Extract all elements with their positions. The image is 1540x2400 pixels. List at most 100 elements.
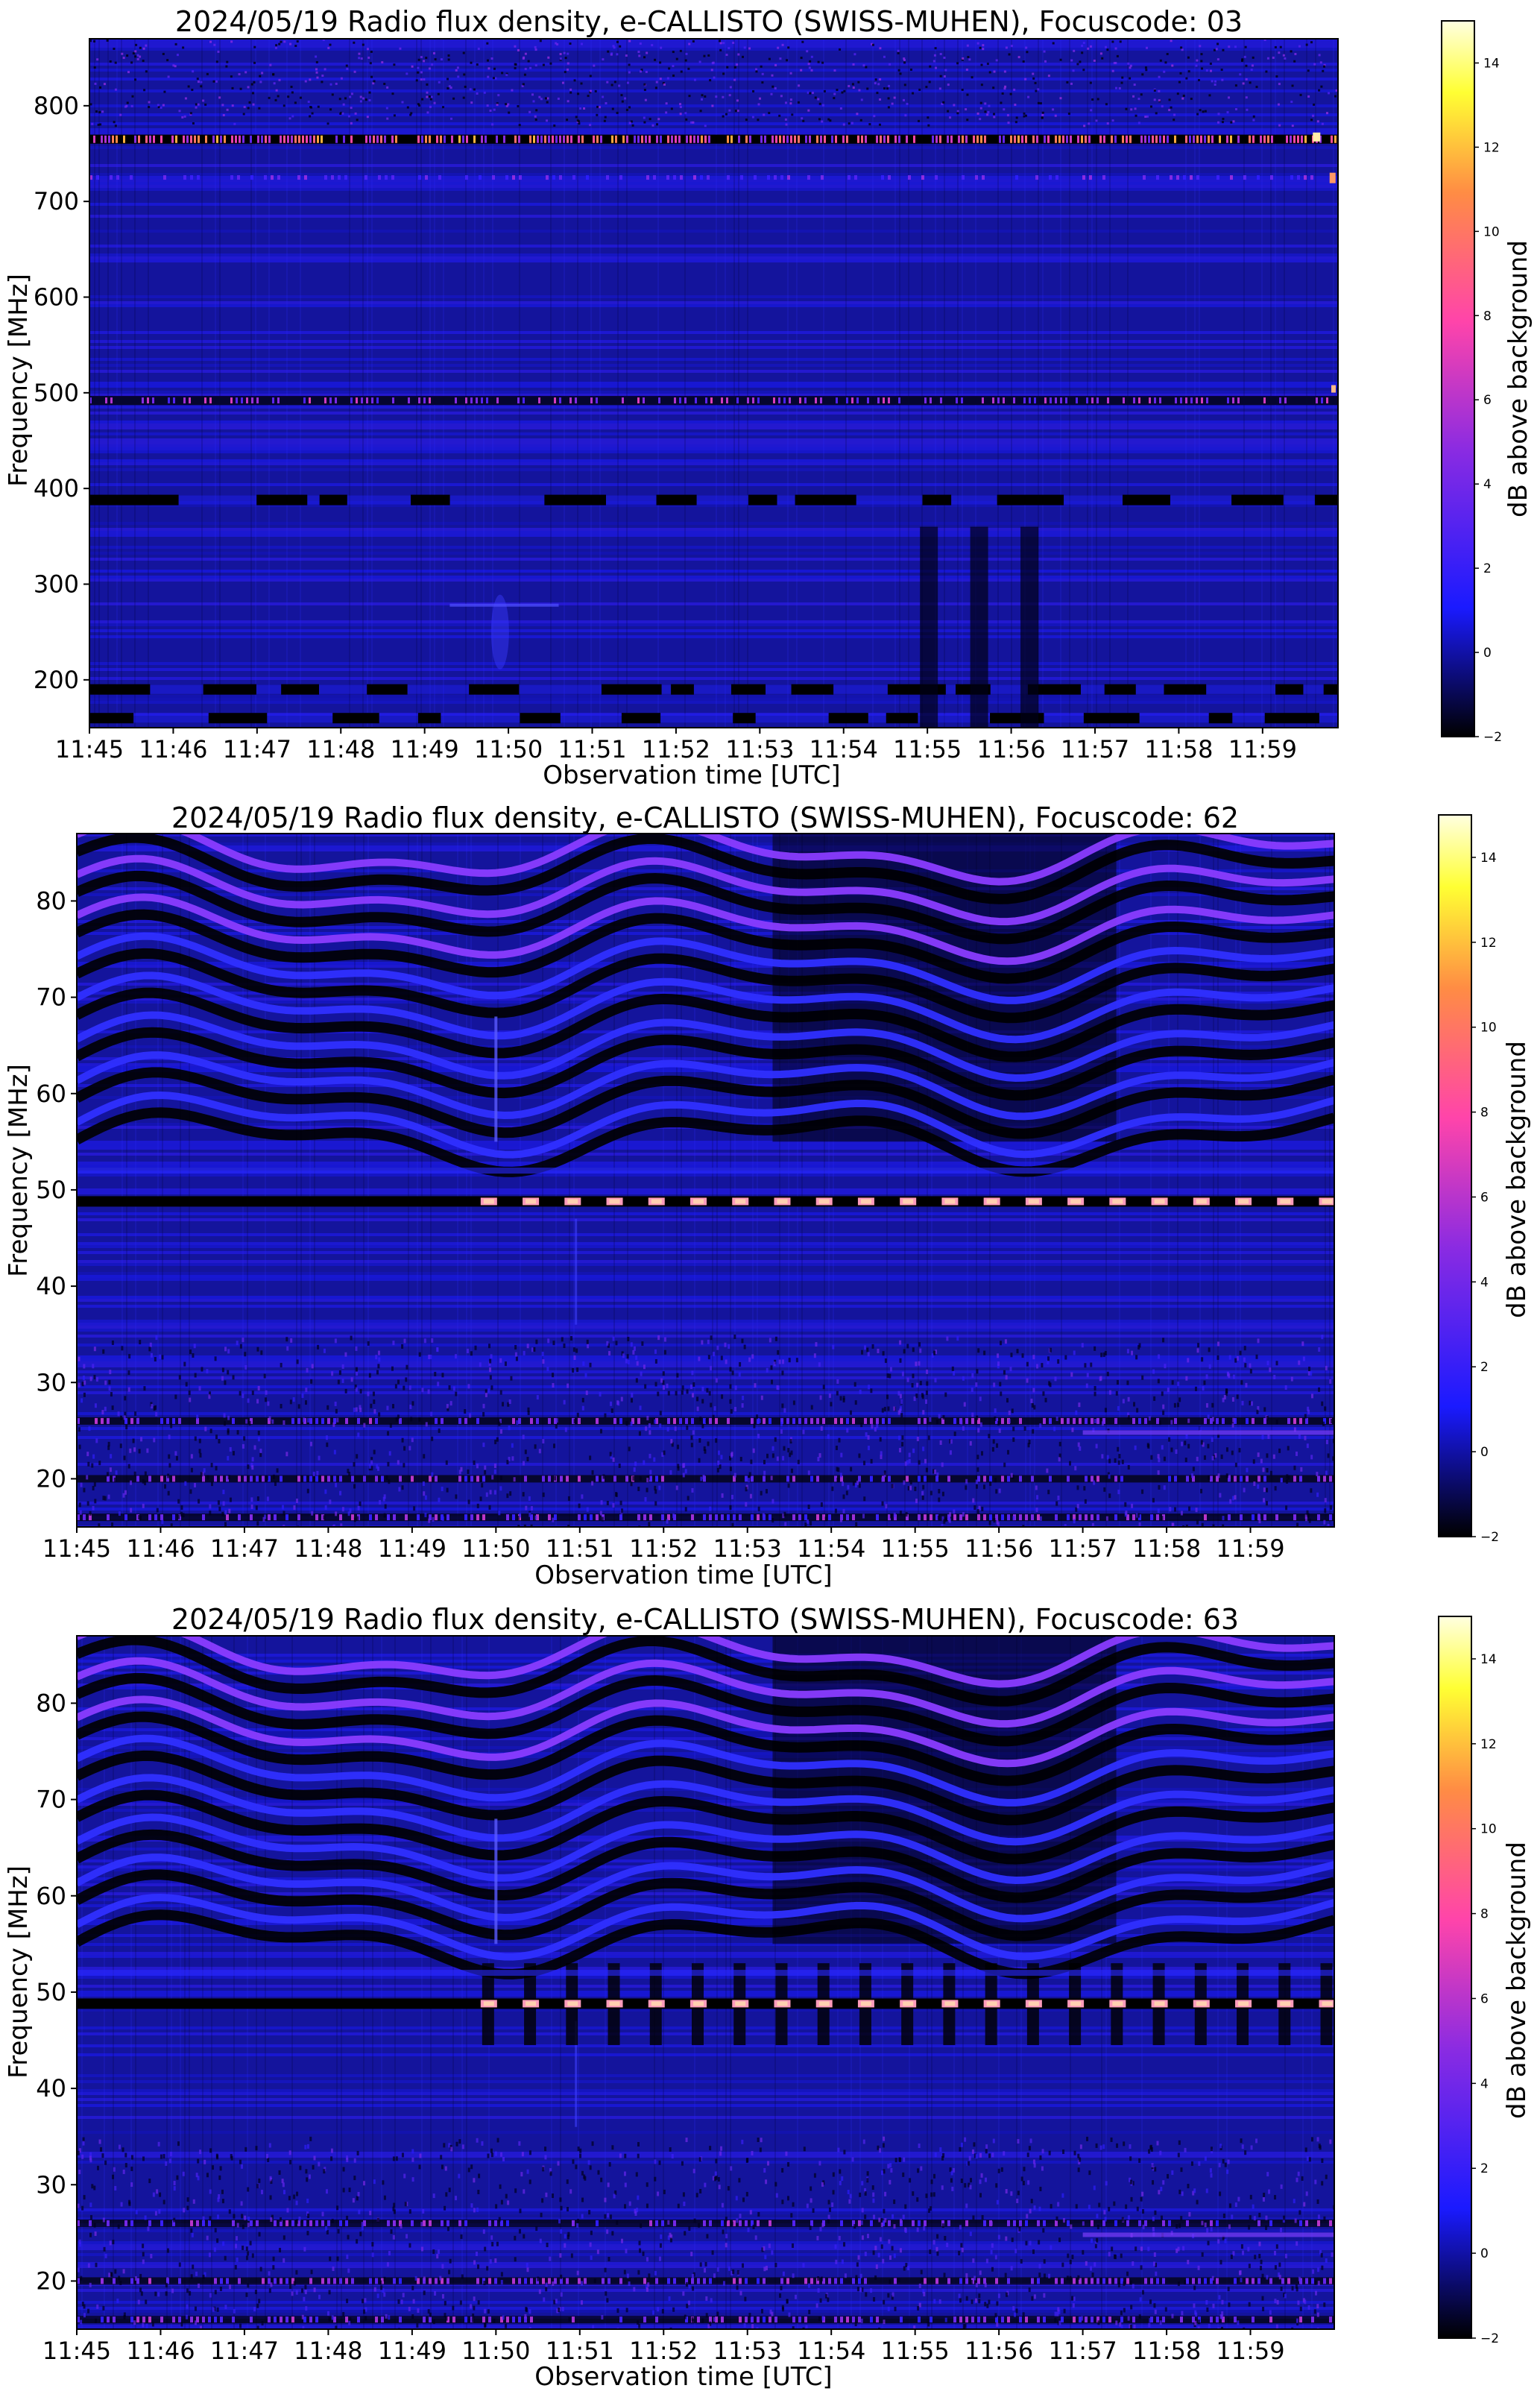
y-tick-labels: 20 30 40 50 60 70 80 xyxy=(36,886,77,1493)
colorbar-tick-label: 2 xyxy=(1483,561,1492,576)
x-tick-label: 11:58 xyxy=(1144,735,1213,763)
colorbar-tick-label: 0 xyxy=(1480,2246,1489,2261)
colorbar-tick-label: 0 xyxy=(1483,646,1492,661)
x-tick-label: 11:59 xyxy=(1216,1534,1284,1563)
y-tick-label: 400 xyxy=(34,474,79,503)
x-tick-labels: 11:45 11:46 11:47 11:48 11:49 11:50 11:51 11:52… xyxy=(42,1527,1285,1563)
colorbar: −2 0 2 4 6 8 10 12 14 xyxy=(1438,1616,1499,2346)
x-tick-label: 11:56 xyxy=(965,1534,1033,1563)
y-tick-label: 70 xyxy=(36,983,66,1012)
x-tick-label: 11:56 xyxy=(965,2337,1033,2365)
colorbar-gradient xyxy=(1438,814,1472,1537)
x-tick-label: 11:58 xyxy=(1132,1534,1201,1563)
x-tick-label: 11:58 xyxy=(1132,2337,1201,2365)
spectrogram-image xyxy=(77,1636,1334,2329)
x-tick-label: 11:57 xyxy=(1048,1534,1117,1563)
spectrogram-panel-focuscode-63: 2024/05/19 Radio flux density, e-CALLIST… xyxy=(4,1603,1532,2392)
colorbar-tick-label: 0 xyxy=(1480,1445,1489,1460)
x-tick-label: 11:49 xyxy=(378,1534,446,1563)
y-axis-label: Frequency [MHz] xyxy=(4,274,34,487)
chart-title: 2024/05/19 Radio flux density, e-CALLIST… xyxy=(175,5,1243,38)
colorbar-tick-label: 8 xyxy=(1480,1106,1489,1121)
chart-title: 2024/05/19 Radio flux density, e-CALLIST… xyxy=(171,801,1239,834)
spectrogram-image xyxy=(77,834,1334,1527)
x-tick-label: 11:51 xyxy=(558,735,626,763)
colorbar-tick-label: 10 xyxy=(1483,224,1500,239)
x-tick-label: 11:50 xyxy=(474,735,543,763)
x-tick-label: 11:50 xyxy=(461,1534,530,1563)
y-tick-label: 300 xyxy=(34,570,79,599)
spectrogram-panel-focuscode-62: 2024/05/19 Radio flux density, e-CALLIST… xyxy=(4,801,1532,1590)
colorbar-tick-label: −2 xyxy=(1480,1530,1499,1545)
y-tick-label: 40 xyxy=(36,1272,66,1300)
colorbar-tick-label: 14 xyxy=(1480,1652,1497,1667)
x-tick-label: 11:48 xyxy=(294,2337,362,2365)
colorbar-tick-label: 10 xyxy=(1480,1822,1497,1837)
x-tick-label: 11:59 xyxy=(1216,2337,1284,2365)
colorbar-tick-label: 12 xyxy=(1480,936,1497,951)
y-tick-label: 50 xyxy=(36,1978,66,2006)
colorbar: −2 0 2 4 6 8 10 12 14 xyxy=(1441,20,1502,745)
x-tick-label: 11:52 xyxy=(629,1534,698,1563)
x-tick-label: 11:51 xyxy=(546,1534,614,1563)
x-tick-label: 11:51 xyxy=(546,2337,614,2365)
x-tick-label: 11:48 xyxy=(306,735,375,763)
y-axis-label: Frequency [MHz] xyxy=(4,1865,34,2079)
y-tick-label: 30 xyxy=(36,1368,66,1396)
y-tick-label: 50 xyxy=(36,1176,66,1204)
x-tick-label: 11:59 xyxy=(1228,735,1297,763)
x-tick-label: 11:55 xyxy=(881,1534,950,1563)
x-tick-label: 11:45 xyxy=(42,1534,111,1563)
colorbar-tick-label: 14 xyxy=(1483,56,1500,71)
y-tick-label: 70 xyxy=(36,1786,66,1814)
x-tick-label: 11:54 xyxy=(797,2337,865,2365)
colorbar-tick-label: 12 xyxy=(1483,140,1500,155)
colorbar-tick-label: −2 xyxy=(1480,2331,1499,2346)
x-tick-label: 11:54 xyxy=(810,735,878,763)
x-tick-label: 11:55 xyxy=(893,735,962,763)
x-tick-label: 11:46 xyxy=(139,735,207,763)
colorbar-tick-label: 4 xyxy=(1483,477,1492,492)
colorbar-gradient xyxy=(1441,20,1475,737)
colorbar-gradient xyxy=(1438,1616,1472,2339)
y-tick-label: 800 xyxy=(34,92,79,120)
colorbar-label: dB above background xyxy=(1502,1041,1532,1318)
y-tick-label: 40 xyxy=(36,2074,66,2103)
colorbar-tick-label: 4 xyxy=(1480,1275,1489,1290)
colorbar-tick-label: 8 xyxy=(1483,309,1492,324)
x-tick-label: 11:47 xyxy=(210,2337,279,2365)
colorbar-tick-label: 14 xyxy=(1480,851,1497,866)
colorbar-tick-label: 6 xyxy=(1480,1190,1489,1205)
x-tick-label: 11:56 xyxy=(976,735,1045,763)
spectrogram-plot-area xyxy=(89,38,1339,728)
y-tick-label: 200 xyxy=(34,666,79,694)
x-axis-label: Observation time [UTC] xyxy=(534,2362,832,2392)
y-axis-label: Frequency [MHz] xyxy=(4,1064,34,1277)
colorbar-label: dB above background xyxy=(1503,240,1533,517)
x-tick-label: 11:47 xyxy=(223,735,291,763)
x-tick-label: 11:46 xyxy=(126,2337,195,2365)
colorbar-tick-label: 2 xyxy=(1480,1360,1489,1375)
x-tick-label: 11:50 xyxy=(461,2337,530,2365)
x-tick-label: 11:46 xyxy=(126,1534,195,1563)
colorbar-tick-label: 12 xyxy=(1480,1737,1497,1752)
spectrogram-plot-area xyxy=(76,833,1335,1528)
x-tick-label: 11:54 xyxy=(797,1534,865,1563)
spectrogram-panel-focuscode-03: 2024/05/19 Radio flux density, e-CALLIST… xyxy=(4,5,1533,790)
x-tick-label: 11:53 xyxy=(725,735,794,763)
x-tick-label: 11:49 xyxy=(378,2337,446,2365)
x-tick-label: 11:57 xyxy=(1048,2337,1117,2365)
x-tick-label: 11:45 xyxy=(42,2337,111,2365)
y-tick-label: 80 xyxy=(36,886,66,915)
x-tick-label: 11:52 xyxy=(629,2337,698,2365)
y-tick-label: 700 xyxy=(34,187,79,215)
spectrogram-image xyxy=(89,39,1338,728)
y-tick-label: 60 xyxy=(36,1882,66,1910)
y-tick-label: 60 xyxy=(36,1080,66,1108)
colorbar-tick-label: 6 xyxy=(1483,393,1492,408)
colorbar: −2 0 2 4 6 8 10 12 14 xyxy=(1438,814,1499,1545)
x-tick-label: 11:47 xyxy=(210,1534,279,1563)
colorbar-tick-label: 2 xyxy=(1480,2161,1489,2176)
y-tick-label: 500 xyxy=(34,379,79,407)
